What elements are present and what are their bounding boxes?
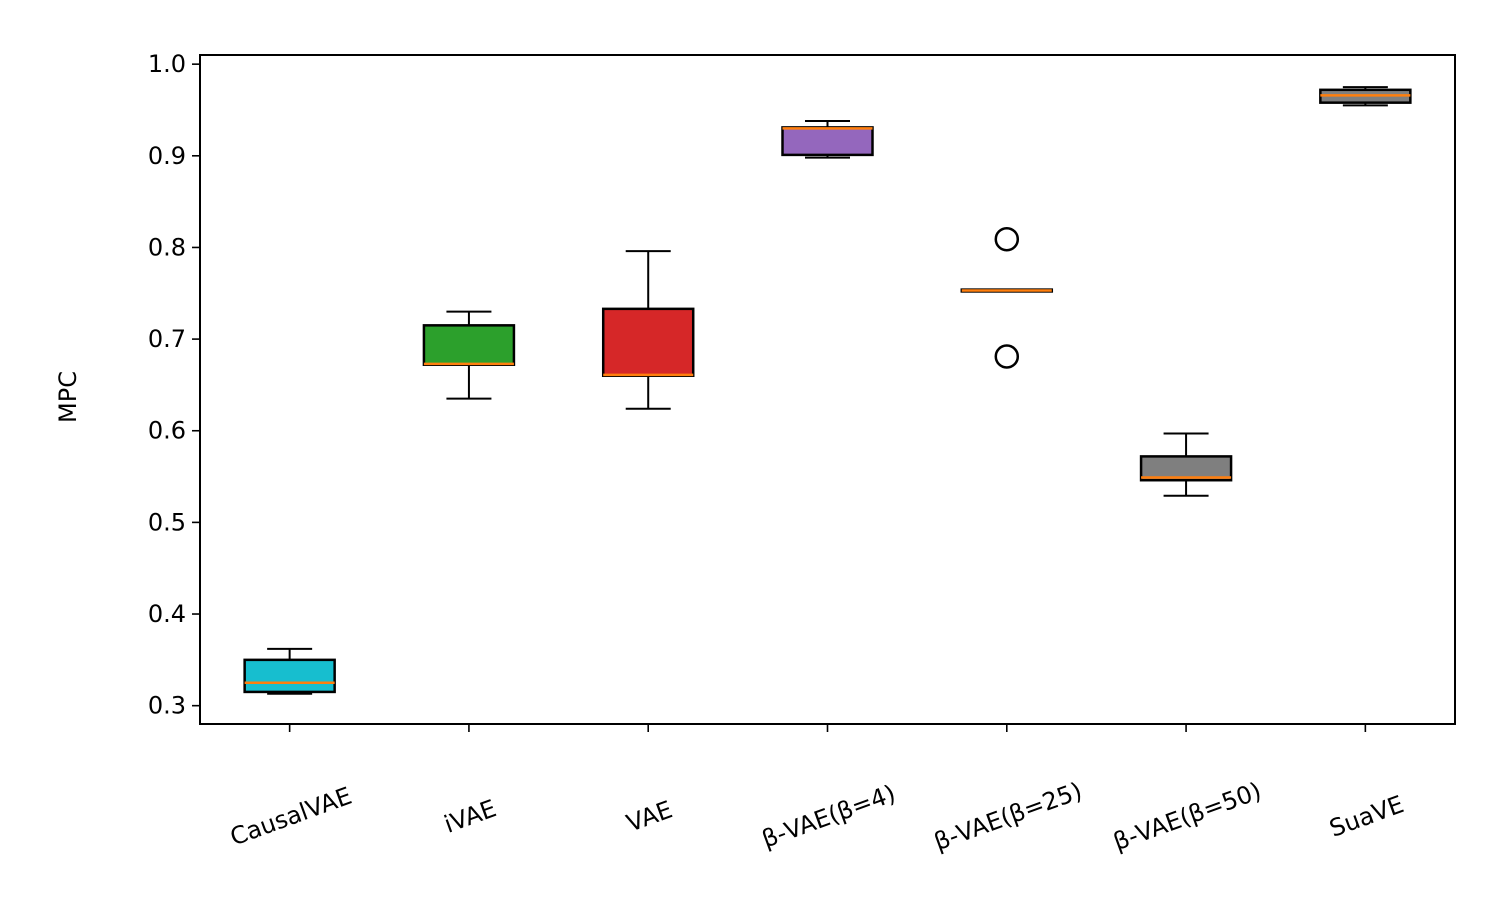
y-tick-label: 0.9 <box>148 142 186 170</box>
x-tick-label: β-VAE(β=4) <box>758 779 899 853</box>
y-tick-label: 0.8 <box>148 233 186 261</box>
x-tick-label: CausalVAE <box>226 782 355 852</box>
y-tick-label: 0.6 <box>148 417 186 445</box>
x-tick-label: iVAE <box>440 794 500 838</box>
y-axis-label: MPC <box>54 371 82 423</box>
x-tick-label: SuaVE <box>1326 790 1408 843</box>
plot-area: 0.3 0.4 0.5 0.6 0.7 0.8 0.9 1.0 CausalVAE iVAE VAE… <box>148 50 1456 856</box>
outlier-point <box>994 226 1020 252</box>
box <box>781 126 874 157</box>
x-tick-label: VAE <box>623 795 676 837</box>
y-tick-label: 0.3 <box>148 692 186 720</box>
y-tick-label: 0.7 <box>148 325 186 353</box>
x-tick-label: β-VAE(β=50) <box>1110 777 1265 856</box>
y-tick-label: 0.4 <box>148 600 186 628</box>
y-tick-label: 0.5 <box>148 508 186 536</box>
x-tick-label: β-VAE(β=25) <box>930 777 1085 856</box>
box <box>243 658 336 694</box>
outlier-point <box>994 344 1020 369</box>
box <box>422 324 516 367</box>
box <box>1139 455 1233 482</box>
box <box>601 307 695 378</box>
y-tick-label: 1.0 <box>148 50 186 78</box>
